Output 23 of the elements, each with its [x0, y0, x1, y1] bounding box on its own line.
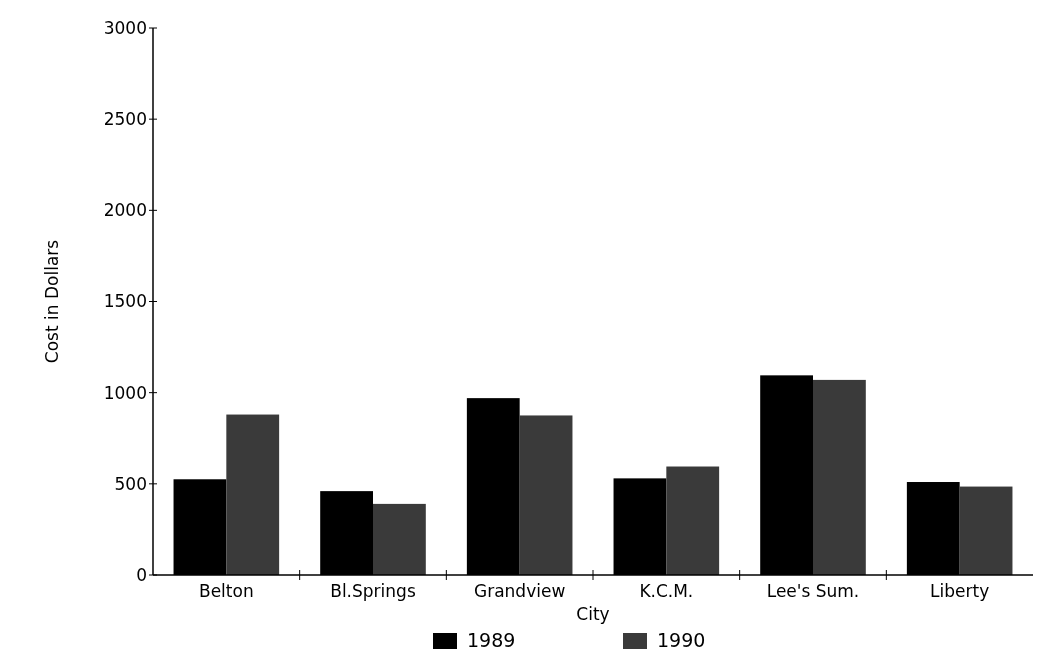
legend-label: 1989	[467, 629, 516, 651]
x-axis-title: City	[576, 604, 610, 624]
bar	[373, 503, 426, 575]
bar	[226, 414, 280, 575]
x-tick-label: Belton	[198, 581, 254, 601]
bar	[959, 486, 1013, 575]
x-tick-label: Bl.Springs	[330, 581, 416, 601]
y-tick-label: 1000	[103, 382, 147, 403]
x-tick-label: K.C.M.	[639, 581, 694, 601]
x-tick-label: Lee's Sum.	[766, 581, 860, 601]
y-tick-label: 500	[114, 473, 147, 494]
bar	[519, 415, 573, 575]
y-axis-title: Cost in Dollars	[42, 239, 62, 364]
bar	[813, 379, 866, 575]
y-tick-label: 1500	[103, 291, 147, 312]
x-tick-label: Grandview	[474, 581, 566, 601]
legend-label: 1990	[657, 629, 706, 651]
x-tick-label: Liberty	[930, 581, 990, 601]
bar	[666, 466, 720, 575]
y-tick-label: 2500	[103, 109, 147, 130]
y-tick-label: 0	[136, 564, 147, 585]
y-tick-label: 2000	[103, 200, 147, 221]
y-tick-label: 3000	[103, 17, 147, 38]
